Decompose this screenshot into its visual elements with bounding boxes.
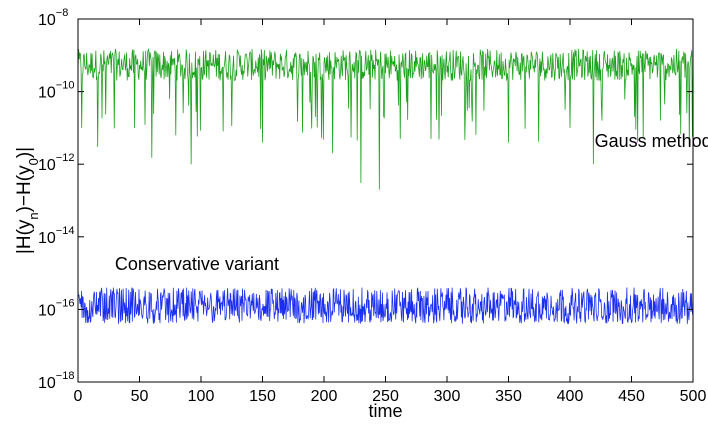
y-tick-label: 10−12 bbox=[38, 152, 74, 174]
ticks-layer bbox=[77, 18, 694, 383]
series-conservative-variant-line bbox=[77, 287, 694, 324]
x-tick-label: 200 bbox=[311, 388, 338, 405]
y-tick-label: 10−10 bbox=[38, 80, 74, 102]
x-tick-label: 350 bbox=[495, 388, 522, 405]
x-tick-label: 250 bbox=[372, 388, 399, 405]
labels-layer: 0 50 100 150 200 250 300 350 400 450 500 10−18 10−16… bbox=[38, 7, 706, 405]
x-tick-label: 100 bbox=[188, 388, 215, 405]
y-axis-label: |H(yn)−H(y0)| bbox=[14, 147, 41, 254]
x-tick-label: 400 bbox=[557, 388, 584, 405]
annotation-conservative-variant: Conservative variant bbox=[115, 254, 279, 274]
x-tick-label: 500 bbox=[680, 388, 707, 405]
x-tick-label: 300 bbox=[434, 388, 461, 405]
y-tick-label: 10−18 bbox=[38, 370, 74, 392]
series-gauss-method-line bbox=[77, 47, 694, 190]
x-tick-label: 50 bbox=[131, 388, 149, 405]
x-tick-label: 150 bbox=[249, 388, 276, 405]
x-tick-label: 0 bbox=[74, 388, 83, 405]
y-tick-label: 10−16 bbox=[38, 297, 74, 319]
x-axis-label: time bbox=[368, 401, 402, 421]
x-tick-label: 450 bbox=[618, 388, 645, 405]
series-layer bbox=[77, 47, 694, 324]
annotation-gauss-method: Gauss method bbox=[595, 131, 708, 151]
y-tick-label: 10−8 bbox=[38, 7, 68, 29]
y-tick-label: 10−14 bbox=[38, 225, 74, 247]
